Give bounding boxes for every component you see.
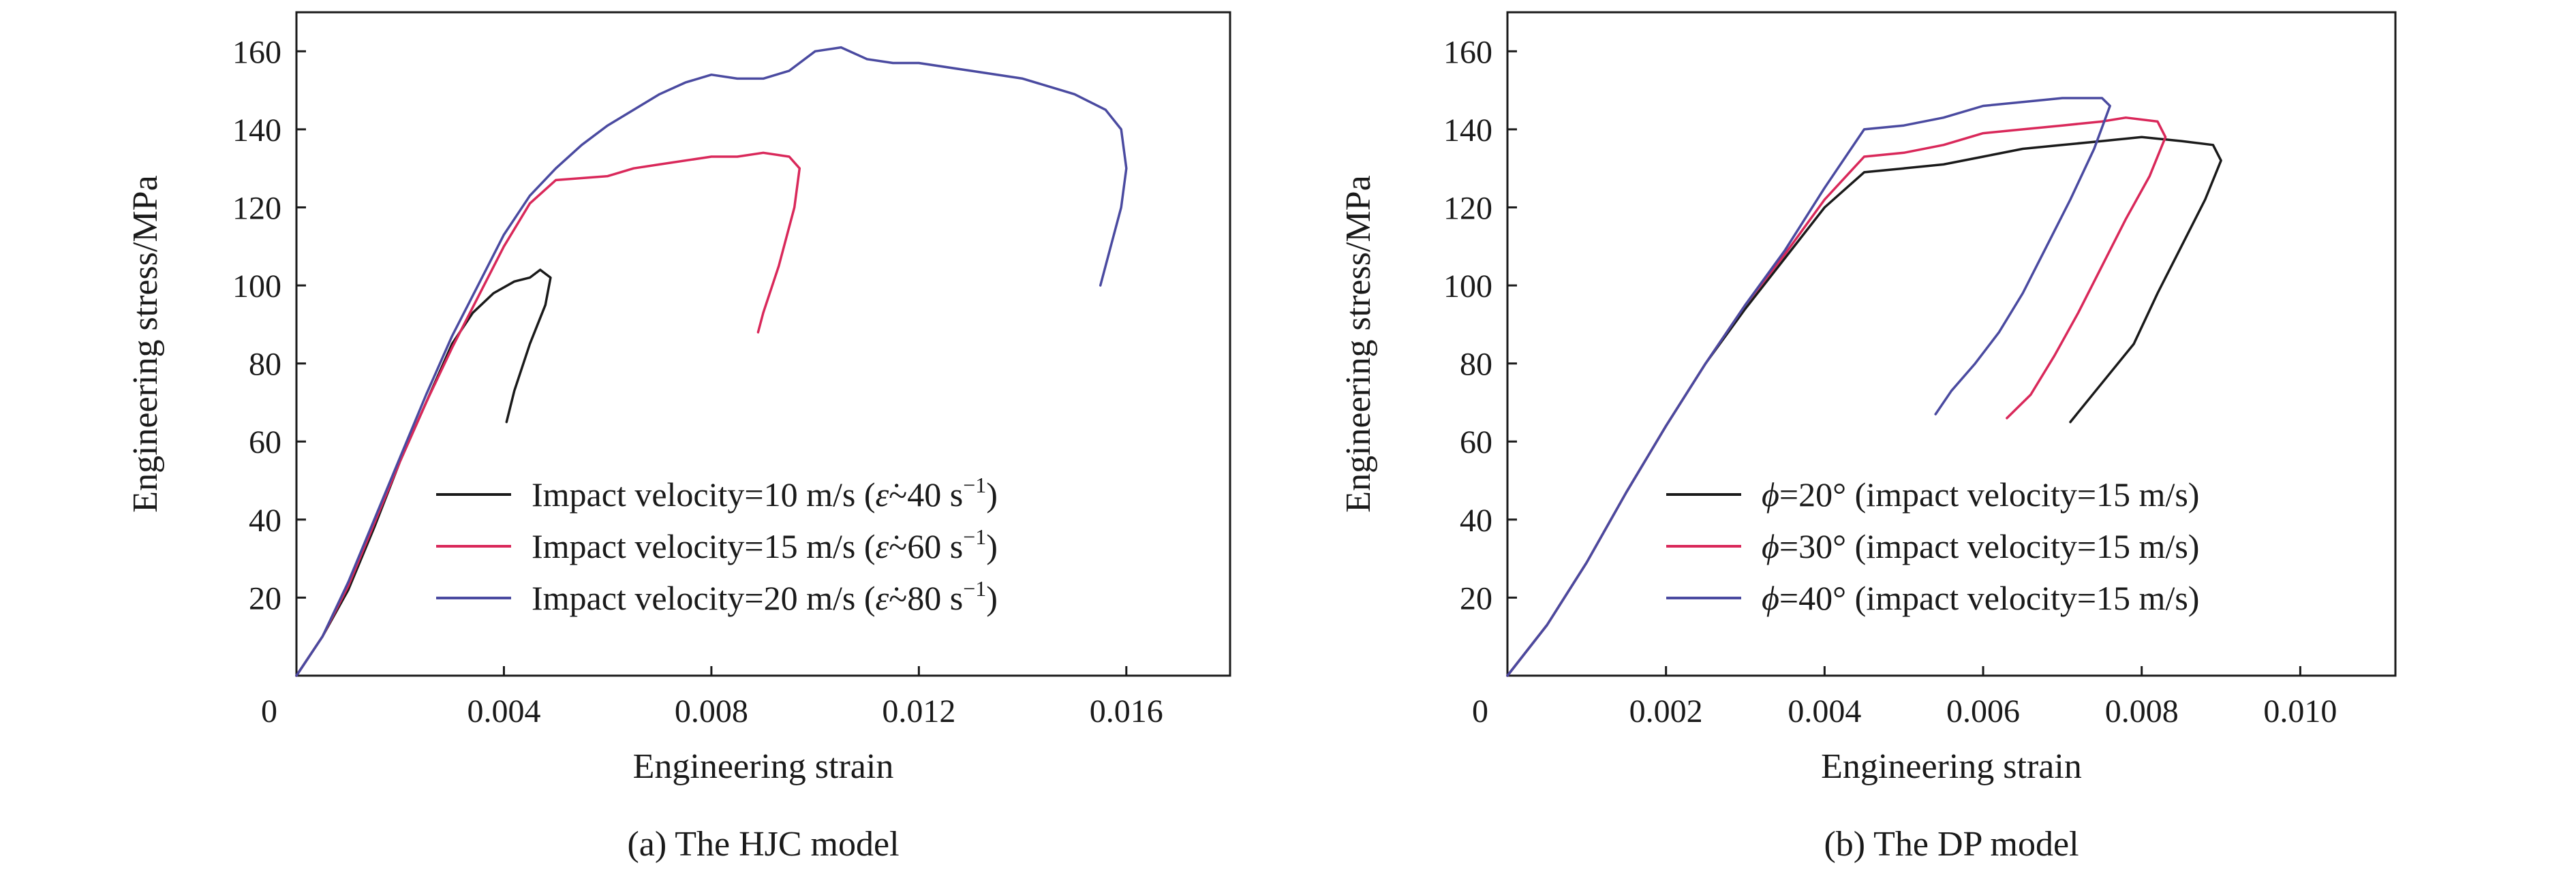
friction-angle-symbol: ϕ [1762, 579, 1779, 617]
legend-label: Impact velocity=15 m/s (ε̇~60 s−1) [532, 524, 998, 565]
x-axis-title: Engineering strain [1821, 747, 2082, 786]
y-tick-label: 40 [1460, 503, 1492, 539]
y-axis-title: Engineering stress/MPa [126, 175, 165, 512]
legend-text-part: ~40 s [889, 475, 963, 514]
plot-frame [1506, 11, 2397, 677]
panel-dp-model: 20 40 60 80 100 120 140 160 0.002 0.004 0.006 0.008… [1339, 11, 2397, 864]
x-tick-label: 0.002 [1629, 693, 1703, 729]
x-tick-label: 0.012 [882, 693, 955, 729]
legend-text-part: ) [986, 579, 998, 617]
series-line-1 [295, 268, 552, 677]
legend-label: ϕ=40° (impact velocity=15 m/s) [1762, 579, 2199, 617]
legend-text-part: ~60 s [889, 527, 963, 565]
series-line-3 [1506, 97, 2111, 677]
legend-text-part: =40° (impact velocity=15 m/s) [1779, 579, 2200, 617]
legend-text-part: =20° (impact velocity=15 m/s) [1779, 475, 2200, 514]
series-line-2 [295, 151, 801, 677]
y-tick-label: 60 [1460, 424, 1492, 460]
y-tick-label: 40 [249, 503, 281, 539]
legend-text-part: ~80 s [889, 579, 963, 617]
friction-angle-symbol: ϕ [1762, 475, 1779, 514]
x-tick-label: 0.004 [1788, 693, 1861, 729]
y-tick-label: 20 [249, 580, 281, 616]
legend-label: ϕ=30° (impact velocity=15 m/s) [1762, 527, 2199, 565]
legend-text-part: ) [986, 527, 998, 565]
legend-text-part: Impact velocity=20 m/s ( [532, 579, 875, 617]
y-tick-label: 100 [1443, 268, 1492, 304]
y-tick-label: 160 [1443, 34, 1492, 70]
legend-label: ϕ=20° (impact velocity=15 m/s) [1762, 475, 2199, 514]
y-tick-label: 140 [1443, 112, 1492, 148]
y-tick-label: 80 [1460, 347, 1492, 383]
x-tick-label: 0.016 [1090, 693, 1163, 729]
legend-text-part: Impact velocity=15 m/s ( [532, 527, 875, 565]
y-tick-label: 160 [232, 34, 281, 70]
panel-hjc-model: 20 40 60 80 100 120 140 160 0.004 0.008 0.012 0.016… [126, 11, 1231, 864]
x-axis-title: Engineering strain [633, 747, 894, 786]
legend-text-part: ) [986, 475, 998, 514]
origin-label: 0 [1472, 693, 1488, 729]
y-tick-label: 80 [249, 347, 281, 383]
legend-text-part: Impact velocity=10 m/s ( [532, 475, 875, 514]
y-tick-label: 120 [1443, 190, 1492, 226]
legend-label: Impact velocity=20 m/s (ε̇~80 s−1) [532, 576, 998, 617]
x-tick-label: 0.008 [675, 693, 748, 729]
legend-superscript: −1 [963, 473, 986, 497]
y-axis-title: Engineering stress/MPa [1339, 175, 1378, 512]
friction-angle-symbol: ϕ [1762, 527, 1779, 565]
plot-frame [295, 11, 1231, 677]
origin-label: 0 [261, 693, 277, 729]
y-tick-label: 100 [232, 268, 281, 304]
legend-superscript: −1 [963, 524, 986, 549]
legend-text-part: =30° (impact velocity=15 m/s) [1779, 527, 2200, 565]
x-tick-label: 0.008 [2105, 693, 2179, 729]
y-tick-label: 60 [249, 424, 281, 460]
panel-caption: (b) The DP model [1824, 825, 2079, 864]
legend-superscript: −1 [963, 576, 986, 601]
y-tick-label: 140 [232, 112, 281, 148]
legend-label: Impact velocity=10 m/s (ε̇~40 s−1) [532, 473, 998, 514]
x-tick-label: 0.004 [467, 693, 540, 729]
x-tick-label: 0.010 [2263, 693, 2337, 729]
y-tick-label: 120 [232, 190, 281, 226]
y-tick-label: 20 [1460, 580, 1492, 616]
series-line-3 [295, 46, 1128, 677]
x-tick-label: 0.006 [1946, 693, 2020, 729]
panel-caption: (a) The HJC model [627, 825, 899, 864]
